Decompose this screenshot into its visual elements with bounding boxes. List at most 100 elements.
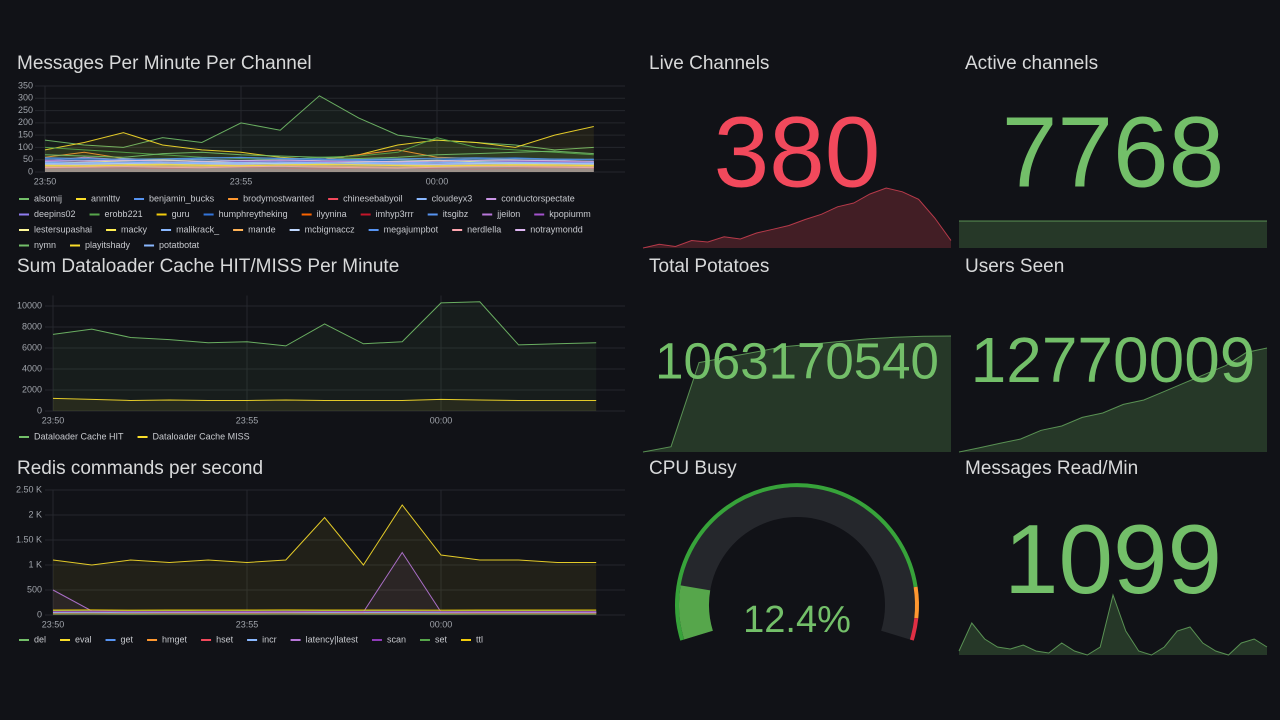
panel-title: Messages Read/Min (965, 458, 1138, 479)
legend-swatch (137, 436, 148, 438)
panel-title: Sum Dataloader Cache HIT/MISS Per Minute (17, 256, 399, 277)
gauge-threshold (909, 617, 919, 641)
y-tick-label: 6000 (22, 342, 42, 352)
y-tick-label: 350 (18, 80, 33, 90)
area-fill (45, 151, 594, 172)
legend-swatch (228, 198, 239, 200)
legend-swatch (19, 639, 29, 641)
legend-label: jjeilon (496, 209, 520, 219)
y-tick-label: 100 (18, 142, 33, 152)
x-tick-label: 00:00 (426, 176, 449, 186)
panel-title: Live Channels (649, 53, 769, 74)
x-tick-label: 23:55 (230, 176, 253, 186)
area-fill (53, 505, 597, 615)
legend-swatch (60, 639, 71, 641)
legend-swatch (201, 639, 212, 641)
sparkline-area (643, 336, 951, 452)
y-tick-label: 1 K (28, 559, 42, 569)
area-fill (53, 301, 597, 411)
legend-label: megajumpbot (384, 224, 439, 234)
legend-label: hmget (162, 634, 188, 644)
series-line (52, 301, 597, 347)
legend-label: get (121, 634, 134, 644)
area-fill (53, 398, 597, 411)
legend-label: notraymondd (530, 224, 583, 234)
sparkline (642, 187, 952, 249)
series-line (44, 163, 594, 167)
gauge-track (679, 487, 915, 640)
y-tick-label: 2000 (22, 384, 42, 394)
legend-label: chinesebabyoil (343, 193, 403, 203)
y-tick-label: 0 (37, 405, 42, 415)
legend-swatch (19, 213, 29, 216)
legend-label: macky (121, 224, 148, 234)
legend-swatch (76, 198, 87, 200)
legend-swatch (360, 213, 371, 216)
legend-label: mande (248, 224, 276, 234)
series-line (44, 165, 594, 169)
legend-swatch (19, 436, 29, 438)
legend-swatch (416, 198, 427, 200)
x-tick-label: 00:00 (430, 415, 453, 425)
panel-title: Active channels (965, 53, 1098, 74)
legend-swatch (289, 229, 300, 231)
legend-swatch (515, 229, 526, 231)
series-line (44, 161, 594, 165)
stat-value: 12770009 (971, 324, 1256, 396)
x-tick-label: 23:55 (236, 619, 259, 629)
legend-label: set (435, 634, 448, 644)
legend-swatch (328, 198, 339, 200)
series-line (44, 156, 594, 161)
legend-label: kpopiumm (549, 209, 591, 219)
y-tick-label: 4000 (22, 363, 42, 373)
sparkline-area (959, 595, 1267, 655)
legend-label: Dataloader Cache MISS (153, 431, 250, 441)
legend-swatch (105, 639, 116, 641)
legend-swatch (247, 639, 258, 641)
x-tick-label: 23:50 (42, 619, 65, 629)
legend-swatch (534, 213, 545, 216)
legend-label: humphreytheking (219, 209, 288, 219)
legend-swatch (161, 229, 172, 231)
sparkline (642, 335, 952, 453)
legend-label: ilyynina (317, 209, 347, 219)
legend-swatch (203, 213, 214, 216)
sparkline (958, 593, 1268, 656)
gauge-label: 12.4% (743, 599, 851, 641)
legend-label: mcbigmaccz (305, 224, 356, 234)
legend-swatch (19, 244, 29, 247)
legend-label: del (34, 634, 46, 644)
gauge-threshold (913, 586, 919, 619)
y-tick-label: 0 (28, 166, 33, 176)
legend-label: lestersupashai (34, 224, 92, 234)
legend-swatch (89, 213, 100, 216)
x-tick-label: 23:50 (34, 176, 57, 186)
y-tick-label: 150 (18, 130, 33, 140)
area-fill (45, 164, 594, 172)
legend-swatch (482, 213, 493, 216)
legend-label: erobb221 (105, 209, 143, 219)
legend-label: incr (262, 634, 277, 644)
y-tick-label: 0 (37, 609, 42, 619)
legend-swatch (233, 229, 244, 231)
y-tick-label: 300 (18, 93, 33, 103)
panel-title: Redis commands per second (17, 458, 263, 479)
legend-label: hset (216, 634, 234, 644)
area-fill (53, 609, 597, 615)
legend-swatch (371, 639, 382, 641)
panel-title: Total Potatoes (649, 256, 769, 277)
y-tick-label: 200 (18, 117, 33, 127)
legend-label: eval (75, 634, 92, 644)
legend-label: malikrack_ (176, 224, 220, 234)
series-line (52, 397, 597, 402)
legend-label: ttl (476, 634, 483, 644)
y-tick-label: 50 (23, 154, 33, 164)
legend-swatch (427, 213, 438, 216)
y-tick-label: 500 (27, 584, 42, 594)
y-tick-label: 250 (18, 105, 33, 115)
legend-swatch (144, 244, 155, 247)
y-tick-label: 1.50 K (16, 534, 42, 544)
legend-label: alsomij (34, 193, 62, 203)
